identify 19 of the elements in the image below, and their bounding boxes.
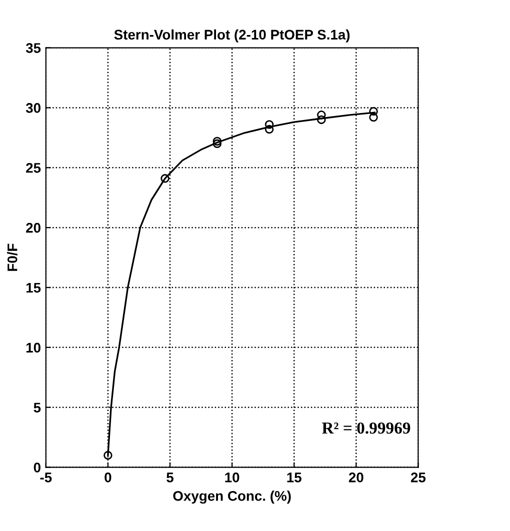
x-tick-label: 15 — [287, 472, 302, 482]
y-tick-label: 20 — [26, 222, 40, 233]
x-axis-title: Oxygen Conc. (%) — [173, 490, 291, 504]
y-tick-label: 30 — [26, 103, 40, 113]
y-tick-label: 25 — [26, 162, 41, 173]
y-tick-label: 5 — [34, 402, 41, 413]
x-tick-label: 10 — [225, 472, 240, 482]
annotation: R² = 0.99969 — [322, 422, 410, 434]
x-tick-label: 25 — [410, 472, 426, 482]
y-tick-label: 10 — [26, 342, 40, 353]
y-tick-label: 0 — [34, 462, 40, 472]
chart-title: Stern-Volmer Plot (2-10 PtOEP S.1a) — [114, 29, 350, 42]
y-axis-title: F0/F — [7, 244, 18, 271]
x-tick-label: 0 — [104, 472, 112, 482]
x-tick-label: 5 — [166, 472, 174, 482]
y-tick-label: 35 — [26, 43, 41, 53]
x-tick-label: -5 — [40, 472, 52, 482]
x-tick-label: 20 — [348, 472, 364, 482]
y-tick-label: 15 — [26, 282, 41, 293]
